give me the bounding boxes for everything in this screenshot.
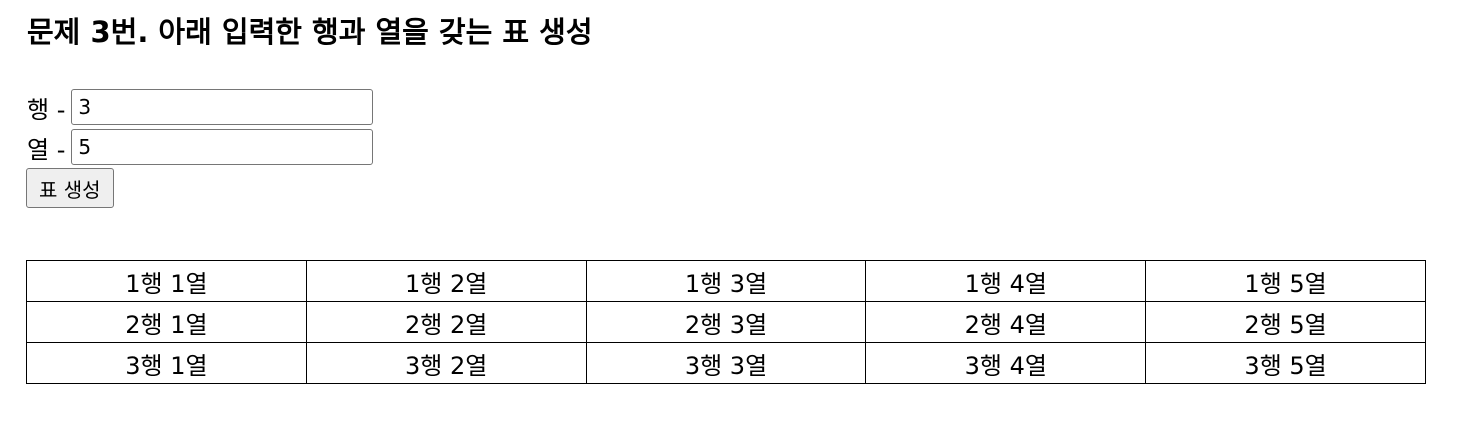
rows-input[interactable] [71, 89, 374, 125]
table-row: 1행 1열 1행 2열 1행 3열 1행 4열 1행 5열 [26, 260, 1426, 302]
table-cell: 2행 3열 [585, 301, 867, 343]
table-cell: 1행 2열 [305, 260, 587, 302]
table-cell: 3행 3열 [585, 342, 867, 384]
table-cell: 1행 5열 [1145, 260, 1426, 302]
cols-field: 열 - [27, 129, 374, 165]
table-cell: 2행 1열 [26, 301, 307, 343]
rows-field: 행 - [27, 89, 374, 125]
table-cell: 2행 2열 [305, 301, 587, 343]
cols-input[interactable] [71, 129, 374, 165]
rows-label: 행 - [27, 95, 66, 124]
table-cell: 3행 4열 [865, 342, 1147, 384]
table-cell: 3행 2열 [305, 342, 587, 384]
generate-table-button[interactable]: 표 생성 [26, 168, 114, 208]
table-cell: 1행 3열 [585, 260, 867, 302]
cols-label: 열 - [27, 135, 66, 164]
table-cell: 3행 1열 [26, 342, 307, 384]
table-cell: 2행 4열 [865, 301, 1147, 343]
page-title: 문제 3번. 아래 입력한 행과 열을 갖는 표 생성 [27, 15, 593, 49]
table-cell: 1행 1열 [26, 260, 307, 302]
table-cell: 1행 4열 [865, 260, 1147, 302]
table-row: 2행 1열 2행 2열 2행 3열 2행 4열 2행 5열 [26, 301, 1426, 343]
table-row: 3행 1열 3행 2열 3행 3열 3행 4열 3행 5열 [26, 342, 1426, 384]
generated-table: 1행 1열 1행 2열 1행 3열 1행 4열 1행 5열 2행 1열 2행 2… [26, 260, 1426, 384]
table-cell: 2행 5열 [1145, 301, 1426, 343]
table-cell: 3행 5열 [1145, 342, 1426, 384]
